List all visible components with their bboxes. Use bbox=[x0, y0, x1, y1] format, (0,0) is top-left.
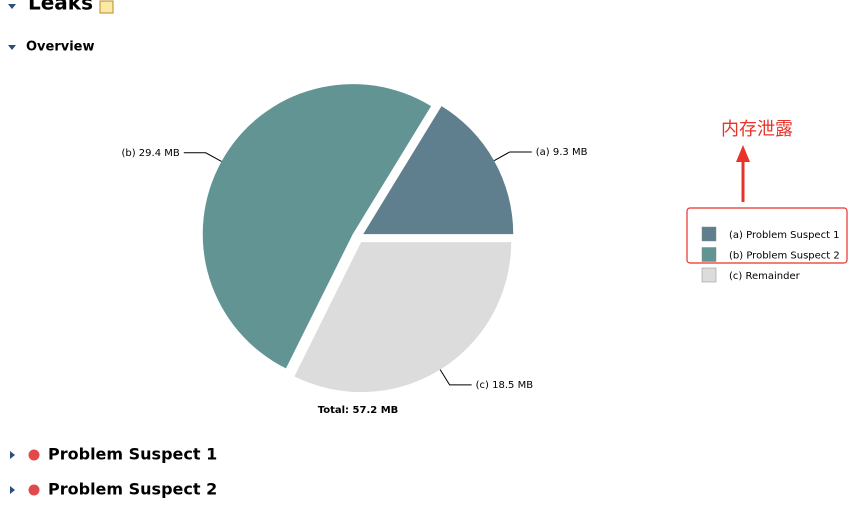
leader-line bbox=[183, 152, 222, 162]
error-icon bbox=[28, 449, 40, 461]
expand-icon[interactable] bbox=[8, 45, 16, 50]
annotation: 内存泄露 bbox=[721, 119, 793, 140]
suspect-row[interactable]: Problem Suspect 2 bbox=[10, 480, 217, 499]
collapse-icon[interactable] bbox=[10, 451, 15, 459]
value-label: (b) 29.4 MB bbox=[121, 148, 179, 159]
collapse-icon[interactable] bbox=[10, 486, 15, 494]
pie-slice bbox=[202, 84, 432, 369]
section-title: Leaks bbox=[28, 0, 93, 15]
legend-label: (c) Remainder bbox=[729, 271, 801, 282]
suspect-row[interactable]: Problem Suspect 1 bbox=[10, 445, 217, 464]
legend-label: (b) Problem Suspect 2 bbox=[729, 251, 840, 262]
error-icon bbox=[28, 484, 40, 496]
annotation-box bbox=[686, 207, 848, 264]
leader-line bbox=[493, 151, 532, 162]
legend-swatch bbox=[701, 267, 717, 283]
suspect-title: Problem Suspect 2 bbox=[48, 480, 217, 499]
legend-label: (a) Problem Suspect 1 bbox=[729, 230, 840, 241]
pie-slice bbox=[363, 106, 514, 235]
details-icon[interactable] bbox=[99, 0, 114, 14]
expand-icon[interactable] bbox=[8, 4, 16, 9]
legend-swatch bbox=[701, 247, 717, 262]
legend-swatch bbox=[701, 226, 717, 242]
suspect-title: Problem Suspect 1 bbox=[48, 445, 217, 464]
subsection-title: Overview bbox=[26, 40, 95, 55]
annotation-arrowhead bbox=[736, 145, 750, 162]
value-label: (a) 9.3 MB bbox=[536, 147, 588, 158]
leader-line bbox=[439, 369, 472, 386]
value-label: (c) 18.5 MB bbox=[476, 380, 534, 391]
total-label: Total: 57.2 MB bbox=[318, 405, 399, 416]
pie-slice bbox=[294, 242, 512, 393]
